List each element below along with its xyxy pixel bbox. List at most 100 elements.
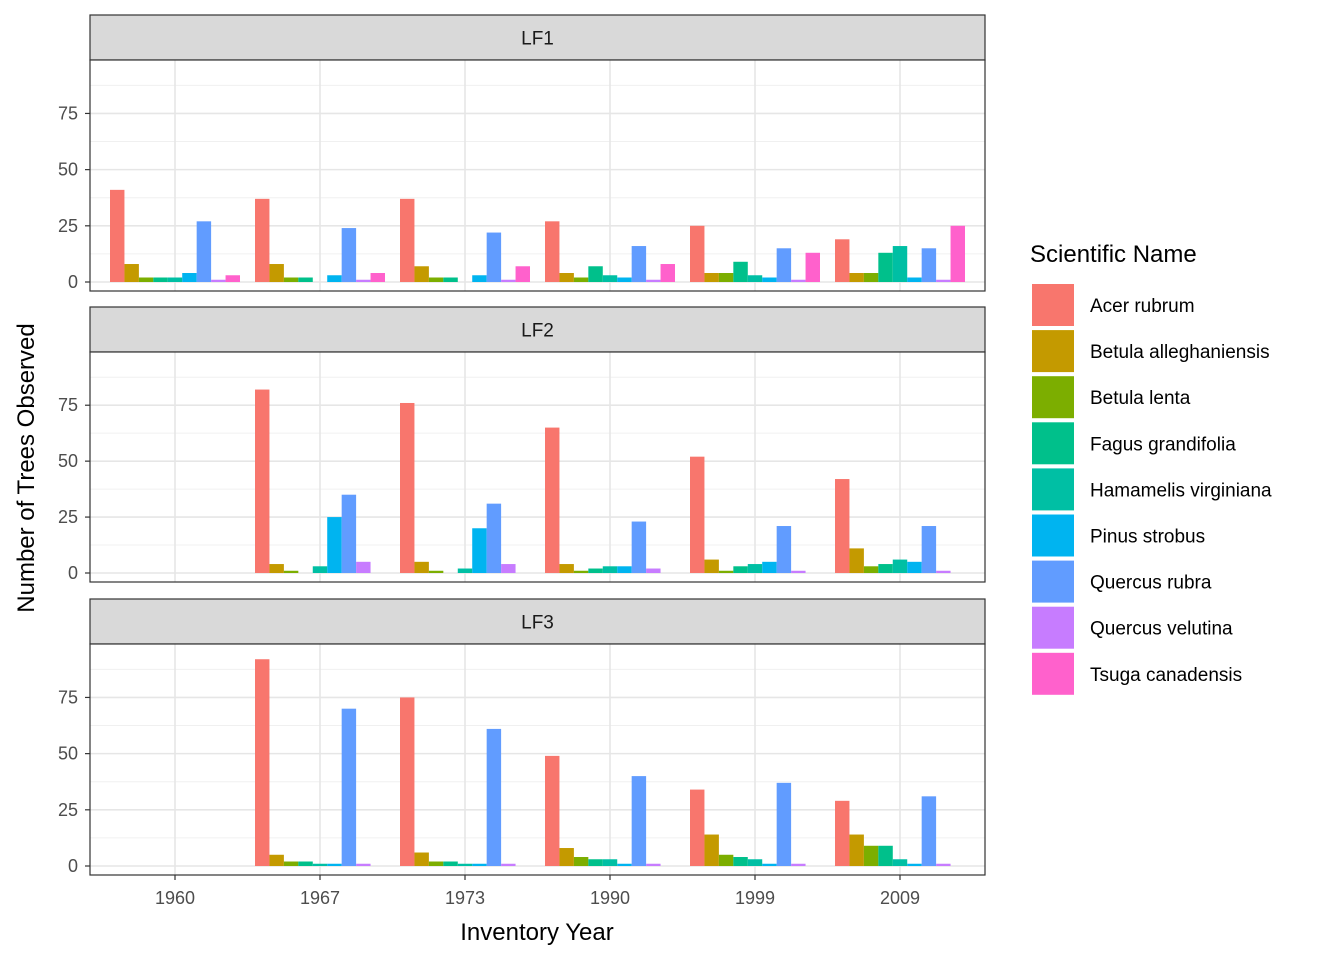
bar-lf1-2009-4 bbox=[892, 246, 908, 282]
panel-border bbox=[89, 59, 986, 292]
bar-lf2-1973-6 bbox=[486, 503, 502, 573]
bar-lf3-1967-4 bbox=[312, 863, 328, 866]
bar-lf2-1973-4 bbox=[457, 568, 473, 573]
x-tick-label: 1967 bbox=[300, 888, 340, 908]
bar-lf3-2009-6 bbox=[921, 796, 937, 866]
bar-lf1-1999-5 bbox=[762, 277, 777, 282]
bar-lf3-1990-5 bbox=[617, 863, 632, 866]
legend-label: Betula alleghaniensis bbox=[1090, 342, 1270, 363]
x-tick-label: 2009 bbox=[880, 888, 920, 908]
y-tick-label: 50 bbox=[58, 744, 78, 764]
bar-lf3-1973-3 bbox=[443, 861, 458, 866]
bar-lf1-1967-1 bbox=[269, 264, 284, 282]
bar-lf1-1967-6 bbox=[341, 228, 357, 282]
facet-strip bbox=[89, 14, 986, 61]
bar-lf1-1967-7 bbox=[356, 279, 371, 282]
bar-lf3-1973-1 bbox=[414, 852, 429, 866]
bar-lf3-1973-6 bbox=[486, 728, 502, 866]
bar-lf3-1967-2 bbox=[283, 861, 299, 866]
bar-lf2-1999-0 bbox=[690, 456, 705, 573]
bar-lf1-1973-6 bbox=[486, 232, 502, 282]
bar-lf2-2009-2 bbox=[863, 566, 879, 573]
y-tick-label: 25 bbox=[58, 800, 78, 820]
bar-lf1-1999-3 bbox=[733, 261, 748, 282]
bar-lf3-1967-5 bbox=[327, 863, 342, 866]
bar-lf3-1990-7 bbox=[646, 863, 661, 866]
bar-lf3-1990-4 bbox=[602, 859, 618, 866]
bar-lf3-1990-6 bbox=[631, 776, 647, 866]
panel-background bbox=[90, 60, 985, 291]
bar-lf1-1967-3 bbox=[298, 277, 313, 282]
y-tick-label: 0 bbox=[68, 272, 78, 292]
bar-lf3-1990-1 bbox=[559, 848, 574, 866]
bar-lf1-1973-5 bbox=[472, 275, 487, 282]
bar-lf1-1990-7 bbox=[646, 279, 661, 282]
bar-lf2-1990-1 bbox=[559, 564, 574, 573]
legend-key bbox=[1032, 652, 1074, 695]
bar-lf1-1990-6 bbox=[631, 246, 647, 282]
bar-lf1-1973-2 bbox=[428, 277, 444, 282]
legend-label: Acer rubrum bbox=[1090, 296, 1195, 317]
bar-lf1-1990-4 bbox=[602, 275, 618, 282]
bar-lf2-1999-6 bbox=[776, 526, 792, 573]
bar-lf1-1973-1 bbox=[414, 266, 429, 282]
bar-lf3-1999-6 bbox=[776, 782, 792, 866]
bar-lf3-1999-4 bbox=[747, 859, 763, 866]
bar-lf1-1999-8 bbox=[805, 252, 820, 282]
bar-lf1-2009-6 bbox=[921, 248, 937, 282]
bar-lf2-1990-2 bbox=[573, 570, 589, 573]
bar-lf2-1999-3 bbox=[733, 566, 748, 573]
bar-lf2-2009-0 bbox=[835, 479, 850, 573]
x-tick-label: 1990 bbox=[590, 888, 630, 908]
bar-lf2-1967-1 bbox=[269, 564, 284, 573]
bar-lf2-1967-5 bbox=[327, 517, 342, 573]
legend-key bbox=[1032, 422, 1074, 465]
bar-lf1-1960-2 bbox=[138, 277, 154, 282]
legend-label: Tsuga canadensis bbox=[1090, 665, 1242, 686]
bar-lf1-1967-0 bbox=[255, 198, 270, 282]
bar-lf1-1973-0 bbox=[400, 198, 415, 282]
bar-lf2-1999-4 bbox=[747, 564, 763, 573]
y-tick-label: 25 bbox=[58, 507, 78, 527]
bar-lf2-1967-0 bbox=[255, 389, 270, 573]
bar-lf2-2009-5 bbox=[907, 561, 922, 573]
panels: LF1 0 25 50 75 LF2 0 25 50 75 LF3 0 25 50 75 bbox=[58, 14, 986, 876]
x-tick-label: 1960 bbox=[155, 888, 195, 908]
bar-lf2-1999-7 bbox=[791, 570, 806, 573]
bar-lf1-2009-0 bbox=[835, 239, 850, 282]
bar-lf1-1999-4 bbox=[747, 275, 763, 282]
bar-lf1-1990-3 bbox=[588, 266, 603, 282]
bar-lf3-1999-3 bbox=[733, 857, 748, 866]
bar-lf3-1973-7 bbox=[501, 863, 516, 866]
bar-lf3-2009-3 bbox=[878, 845, 893, 866]
bar-lf2-1990-0 bbox=[545, 427, 560, 573]
panel-border bbox=[89, 643, 986, 876]
bar-lf2-1973-7 bbox=[501, 564, 516, 573]
x-tick-label: 1973 bbox=[445, 888, 485, 908]
legend-label: Betula lenta bbox=[1090, 388, 1191, 409]
legend-label: Quercus rubra bbox=[1090, 573, 1212, 594]
legend-key bbox=[1032, 468, 1074, 511]
bar-lf1-2009-7 bbox=[936, 279, 951, 282]
bar-lf1-2009-8 bbox=[950, 225, 965, 282]
y-tick-label: 0 bbox=[68, 563, 78, 583]
bar-lf1-1973-7 bbox=[501, 279, 516, 282]
legend-label: Hamamelis virginiana bbox=[1090, 480, 1272, 501]
facet-strip-label: LF3 bbox=[521, 613, 554, 634]
bar-lf2-2009-1 bbox=[849, 548, 864, 573]
bar-lf2-1999-2 bbox=[718, 570, 734, 573]
bar-lf1-1990-8 bbox=[660, 264, 675, 282]
bar-lf2-1999-1 bbox=[704, 559, 719, 573]
legend-key bbox=[1032, 376, 1074, 419]
legend-key bbox=[1032, 284, 1074, 326]
facet-strip-label: LF2 bbox=[521, 321, 554, 342]
y-tick-label: 50 bbox=[58, 160, 78, 180]
bar-lf1-1960-7 bbox=[211, 279, 226, 282]
facet-strip bbox=[89, 598, 986, 645]
bar-lf3-1973-2 bbox=[428, 861, 444, 866]
bar-lf2-2009-7 bbox=[936, 570, 951, 573]
panel-lf1: LF1 0 25 50 75 bbox=[58, 14, 986, 292]
bar-lf2-1990-4 bbox=[602, 566, 618, 573]
bar-lf2-1967-2 bbox=[283, 570, 299, 573]
